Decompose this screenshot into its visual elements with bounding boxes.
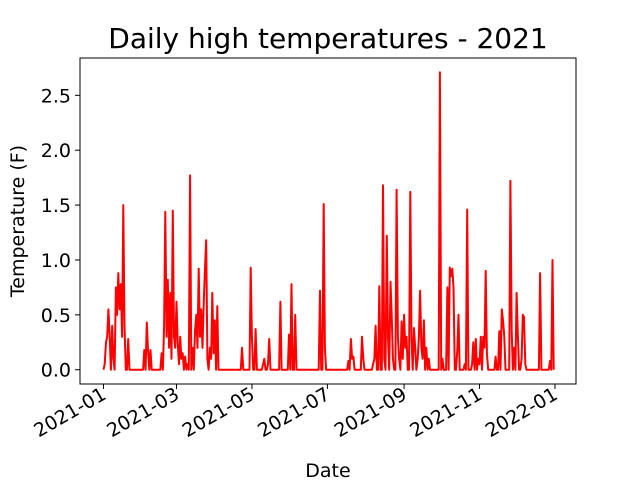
x-tick-label: 2021-05: [179, 383, 259, 442]
x-tick-label: 2022-01: [482, 383, 562, 442]
x-tick-label: 2021-01: [30, 383, 110, 442]
x-tick-label: 2021-09: [331, 383, 411, 442]
series-line: [102, 71, 555, 371]
x-tick-label: 2021-11: [406, 383, 486, 442]
x-tick-label: 2021-03: [103, 383, 183, 442]
y-axis: 0.0 0.5 1.0 1.5 2.0 2.5: [41, 85, 80, 382]
y-tick-label: 0.0: [41, 360, 71, 382]
y-tick-label: 2.5: [41, 85, 71, 107]
plot-area: [79, 57, 577, 385]
y-tick-label: 1.5: [41, 195, 71, 217]
y-tick-label: 2.0: [41, 140, 71, 162]
x-tick-label: 2021-07: [254, 383, 334, 442]
y-tick-label: 1.0: [41, 250, 71, 272]
y-tick-label: 0.5: [41, 305, 71, 327]
chart-title: Daily high temperatures - 2021: [108, 22, 547, 55]
x-axis: 2021-012021-032021-052021-072021-092021-…: [30, 383, 561, 442]
y-axis-label: Temperature (F): [7, 145, 29, 298]
x-axis-label: Date: [305, 460, 350, 480]
